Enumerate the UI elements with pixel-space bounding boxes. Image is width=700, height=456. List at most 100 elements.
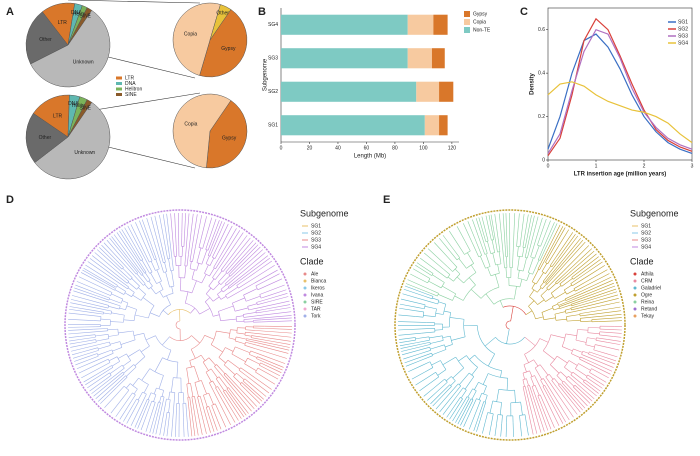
tree-branch bbox=[498, 389, 515, 391]
tree-branch bbox=[123, 277, 130, 282]
tree-branch bbox=[243, 315, 257, 318]
tree-branch bbox=[236, 372, 245, 380]
tree-branch bbox=[436, 381, 448, 392]
tree-branch bbox=[423, 387, 435, 397]
tree-branch bbox=[427, 372, 436, 378]
tree-branch bbox=[600, 382, 605, 386]
tree-branch bbox=[235, 340, 246, 345]
tree-branch bbox=[498, 213, 504, 258]
tree-branch bbox=[115, 398, 129, 417]
tree-branch bbox=[214, 244, 223, 259]
tree-branch bbox=[524, 338, 540, 355]
tree-branch bbox=[415, 310, 424, 313]
tree-branch bbox=[205, 287, 212, 294]
tree-branch bbox=[439, 237, 452, 253]
tree-branch bbox=[233, 376, 241, 384]
tree-branch bbox=[517, 270, 520, 279]
tree-branch bbox=[69, 339, 80, 342]
tree-branch bbox=[521, 247, 525, 257]
tree-branch bbox=[257, 367, 272, 376]
tree-branch bbox=[488, 230, 492, 241]
tree-branch bbox=[168, 391, 171, 400]
tree-branch bbox=[114, 375, 127, 387]
tree-branch bbox=[544, 273, 553, 283]
tree-branch bbox=[97, 341, 110, 346]
tree-branch bbox=[239, 257, 270, 282]
tree-branch bbox=[443, 269, 451, 275]
tree-branch bbox=[452, 408, 461, 422]
tree-branch bbox=[159, 291, 164, 298]
tree-branch bbox=[429, 292, 438, 297]
tree-branch bbox=[123, 315, 125, 323]
tree-branch bbox=[212, 296, 220, 302]
tree-branch bbox=[243, 294, 247, 302]
tree-branch bbox=[162, 310, 169, 315]
tree-branch bbox=[245, 339, 254, 343]
tree-branch bbox=[206, 217, 213, 235]
tree-branch bbox=[544, 226, 564, 261]
tree-branch bbox=[153, 402, 156, 409]
tree-branch bbox=[99, 353, 114, 360]
legend-label: SG4 bbox=[678, 40, 688, 46]
tree-branch bbox=[524, 336, 536, 346]
tree-branch bbox=[420, 341, 431, 345]
x-tick-label: 80 bbox=[392, 145, 398, 151]
tree-branch bbox=[93, 330, 108, 333]
tree-branch bbox=[140, 345, 150, 353]
tree-branch bbox=[138, 377, 149, 385]
tree-branch bbox=[243, 312, 257, 315]
tree-branch bbox=[541, 312, 545, 320]
tree-branch bbox=[260, 295, 268, 299]
tree-branch bbox=[116, 285, 126, 292]
tree-branch bbox=[191, 396, 195, 413]
tree-branch bbox=[463, 319, 466, 337]
tree-branch bbox=[133, 388, 138, 395]
tree-branch bbox=[159, 214, 166, 247]
tree-branch bbox=[116, 232, 139, 265]
tree-branch bbox=[165, 271, 170, 288]
tree-branch bbox=[442, 356, 456, 366]
tree-branch bbox=[234, 336, 237, 342]
tree-branch bbox=[547, 251, 556, 264]
legend-swatch bbox=[464, 27, 470, 33]
tree-branch bbox=[253, 341, 290, 351]
tree-branch bbox=[259, 294, 262, 299]
tree-branch bbox=[415, 264, 419, 268]
tree-branch bbox=[141, 259, 150, 274]
tree-branch bbox=[213, 283, 220, 291]
tree-branch bbox=[149, 400, 153, 408]
tree-branch bbox=[144, 258, 153, 273]
tree-branch bbox=[525, 257, 528, 259]
tree-branch bbox=[248, 307, 259, 311]
tree-branch bbox=[92, 310, 104, 313]
plot-frame bbox=[547, 7, 693, 161]
tree-branch bbox=[454, 295, 464, 301]
zoom-line bbox=[94, 92, 201, 111]
tree-branch bbox=[438, 301, 446, 305]
slice-label: Unknown bbox=[74, 150, 95, 156]
tree-branch bbox=[530, 395, 542, 433]
tree-branch bbox=[474, 354, 502, 371]
tree-branch bbox=[586, 377, 599, 386]
tree-branch bbox=[560, 371, 568, 378]
tree-branch bbox=[253, 315, 292, 320]
tree-branch bbox=[147, 279, 151, 283]
tree-branch bbox=[107, 328, 118, 331]
tree-branch bbox=[265, 284, 285, 293]
tree-branch bbox=[416, 339, 430, 344]
tree-branch bbox=[429, 335, 443, 339]
tree-branch bbox=[225, 266, 231, 273]
tree-branch bbox=[169, 335, 192, 341]
tree-branch bbox=[484, 395, 488, 403]
tree-branch bbox=[452, 267, 458, 272]
tree-branch bbox=[555, 318, 567, 321]
tree-branch bbox=[152, 416, 158, 434]
tree-branch bbox=[142, 297, 155, 306]
tree-branch bbox=[588, 351, 590, 355]
tree-branch bbox=[580, 316, 592, 319]
tree-branch bbox=[134, 275, 144, 286]
tree-branch bbox=[109, 237, 134, 269]
tree-branch bbox=[120, 283, 128, 290]
tree-branch bbox=[537, 237, 541, 246]
tree-branch bbox=[129, 383, 138, 390]
